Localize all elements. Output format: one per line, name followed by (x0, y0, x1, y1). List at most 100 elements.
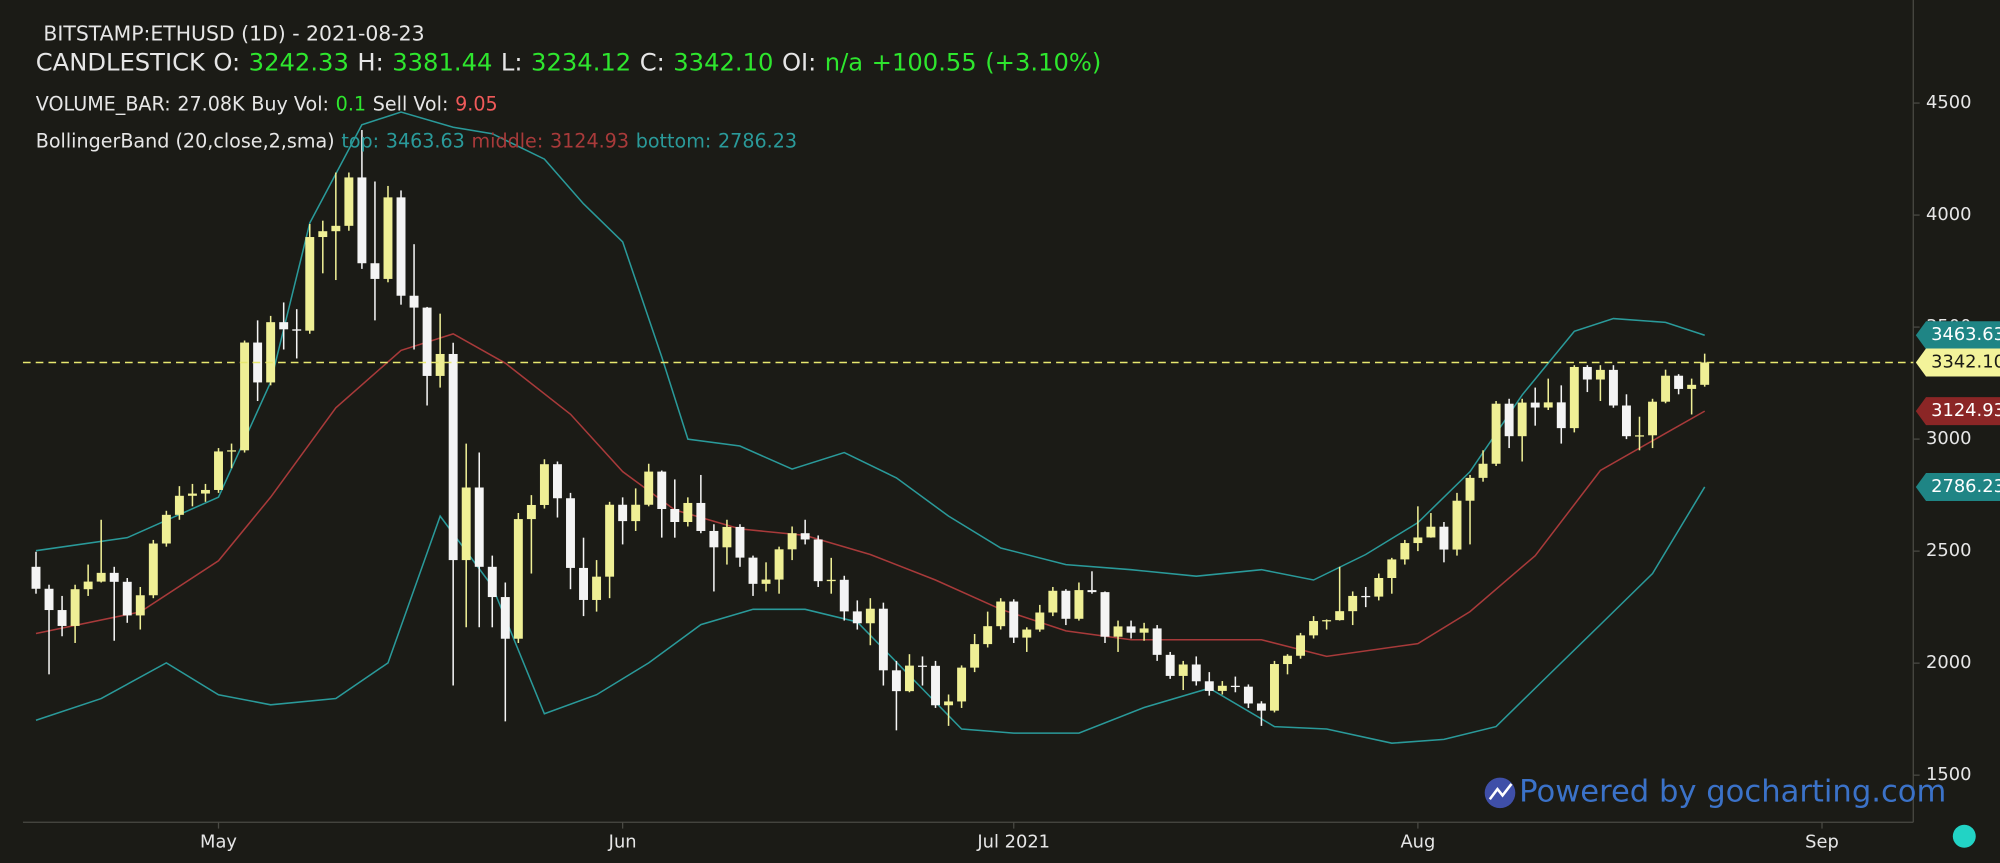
candle-body (148, 543, 158, 596)
candle-body (761, 579, 771, 584)
candle-body (552, 464, 562, 499)
candle-body (1243, 686, 1253, 704)
legend-line: BollingerBand (20,close,2,sma) top: 3463.6… (36, 129, 797, 152)
legend-item: middle: (472, 129, 544, 152)
candle-body (448, 353, 458, 561)
x-tick-label: May (200, 832, 237, 853)
candle-body (83, 581, 93, 590)
candle-body (109, 572, 119, 582)
candle-body (539, 464, 549, 505)
legend-item: 3342.10 (673, 49, 773, 77)
candle-body (983, 626, 993, 645)
candle-body (1608, 369, 1618, 406)
candle-body (500, 597, 510, 639)
candle-body (944, 701, 954, 706)
candle-body (44, 588, 54, 611)
candle-body (1556, 402, 1566, 429)
candle-body (970, 644, 980, 668)
candle-body (1374, 578, 1384, 597)
candle-body (370, 263, 380, 279)
legend-item: VOLUME_BAR: (36, 92, 171, 115)
candle-body (96, 572, 106, 582)
candle-body (161, 514, 171, 544)
candle-body (1087, 590, 1097, 593)
candle-body (383, 197, 393, 279)
legend-line: CANDLESTICK O: 3242.33 H: 3381.44 L: 3234.12 C:… (36, 49, 1102, 77)
candle-body (1491, 403, 1501, 464)
status-dot[interactable] (1952, 824, 1976, 848)
x-tick-label: Sep (1805, 832, 1839, 853)
candle-body (474, 487, 484, 567)
y-tick-label: 4000 (1926, 204, 1971, 225)
candle-body (1426, 526, 1436, 538)
candle-body (1296, 635, 1306, 656)
candle-body (1322, 620, 1332, 622)
legend-item: L: (501, 49, 523, 77)
candle-body (174, 495, 184, 515)
candle-body (1413, 537, 1423, 544)
candle-body (1648, 401, 1657, 436)
price-tag (1915, 348, 2000, 377)
plot (22, 102, 1920, 829)
candle-body (735, 526, 745, 558)
y-tick-label: 2000 (1926, 652, 1971, 673)
candle-body (1595, 369, 1605, 380)
price-tag (1915, 321, 2000, 350)
candle-body (1439, 526, 1449, 550)
legend-item: 3124.93 (550, 129, 629, 152)
candle-body (1361, 595, 1371, 598)
candle-body (70, 589, 80, 626)
candle-body (1582, 366, 1592, 380)
candle-body (1022, 629, 1032, 638)
candle-body (1452, 500, 1462, 550)
legend-item: 3242.33 (249, 49, 349, 77)
bollinger-line (35, 333, 1706, 658)
candle-body (1387, 559, 1397, 579)
candle-body (240, 342, 250, 451)
price-tag (1915, 397, 2000, 426)
candle-body (513, 519, 523, 639)
candle-body (1504, 403, 1514, 437)
x-tick-label: Aug (1400, 832, 1435, 853)
candle-body (461, 487, 471, 561)
candle-body (1687, 384, 1697, 389)
y-tick-label: 4500 (1926, 92, 1971, 113)
candle-body (1165, 654, 1175, 676)
candle-body (865, 608, 875, 624)
candle-body (135, 595, 145, 616)
candle-body (318, 231, 328, 238)
candle-body (1178, 664, 1188, 676)
candle-body (1139, 628, 1149, 633)
bollinger-line (35, 111, 1705, 581)
candle-body (904, 665, 914, 692)
candle-body (1009, 601, 1019, 638)
candle-body (592, 576, 602, 600)
candle-body (1674, 375, 1684, 389)
legend-item: bottom: (636, 129, 712, 152)
candle-body (487, 566, 497, 598)
candle-body (605, 504, 615, 577)
candle-body (644, 471, 654, 505)
candle-body (1270, 664, 1279, 711)
candle-body (1100, 592, 1110, 637)
candle-body (1621, 405, 1631, 437)
candle-body (1217, 685, 1227, 691)
legend-line: VOLUME_BAR: 27.08K Buy Vol: 0.1 Sell Vol: 9.0… (36, 92, 498, 115)
legend-item: 27.08K (177, 92, 245, 115)
candle-body (826, 579, 836, 582)
legend-item: (+3.10%) (985, 49, 1101, 77)
legend-item: Buy Vol: (251, 92, 329, 115)
candle-body (631, 504, 641, 522)
candle-body (657, 471, 667, 510)
candle-body (931, 665, 940, 706)
candle-body (1661, 375, 1671, 402)
candle-body (1152, 628, 1162, 655)
candle-body (618, 504, 628, 522)
candle-body (852, 611, 862, 624)
candle-body (1530, 402, 1540, 408)
candle-body (957, 667, 967, 702)
candle-body (878, 608, 888, 671)
candle-body (1191, 664, 1201, 682)
legend-item: n/a (825, 49, 863, 77)
